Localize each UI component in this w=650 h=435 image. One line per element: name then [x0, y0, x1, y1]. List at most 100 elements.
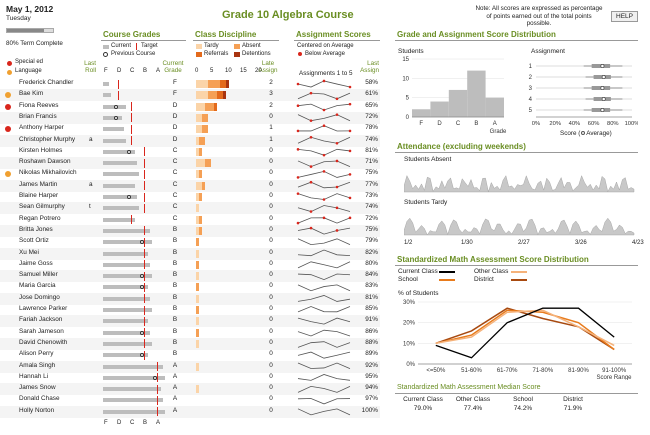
- table-row[interactable]: Sean Gilmurphy t C 0 74%: [0, 202, 380, 215]
- assignment-x-tick: 100%: [625, 121, 638, 127]
- last-roll: t: [89, 203, 91, 211]
- class-discipline-rule: [193, 40, 279, 41]
- last-assign: 89%: [365, 350, 378, 358]
- student-name: Xu Mei: [19, 248, 39, 256]
- table-row[interactable]: Jose Domingo B 0 81%: [0, 292, 380, 305]
- absent-swatch: [234, 44, 240, 49]
- assignment-sparkline: [297, 362, 351, 369]
- late-assign: 0: [269, 395, 273, 403]
- table-row[interactable]: Xu Mei B 0 82%: [0, 247, 380, 260]
- grade-axis-top-B: B: [143, 68, 148, 74]
- last-assign: 77%: [365, 180, 378, 188]
- below-average-point: [296, 221, 300, 225]
- legend-other-line: [511, 271, 527, 273]
- current-grade: D: [172, 112, 178, 120]
- centered-legend: Centered on Average: [297, 43, 354, 49]
- table-row[interactable]: Nikolas Mikhailovich C 0 75%: [0, 168, 380, 180]
- attendance-date-tick: 1/2: [404, 240, 413, 246]
- discipline-bar: [196, 125, 202, 134]
- legend-current-line: [439, 271, 455, 273]
- grade-axis-bottom-B: B: [143, 420, 148, 426]
- table-row[interactable]: Bae Kim F 3 61%: [0, 89, 380, 102]
- grade-target: [118, 79, 120, 89]
- current-grade: B: [172, 282, 178, 290]
- last-roll-header-1: Last: [84, 60, 96, 67]
- special-ed-dot: [7, 61, 12, 66]
- grade-bar: [103, 296, 150, 301]
- table-row[interactable]: Jaime Goss B 0 80%: [0, 259, 380, 271]
- table-row[interactable]: Blaine Harper C 0 73%: [0, 191, 380, 203]
- assignment-sparkline: [297, 329, 351, 337]
- discipline-tick-5: 5: [210, 68, 214, 74]
- table-row[interactable]: Donald Chase A 0 97%: [0, 394, 380, 406]
- tardy-area-chart: [404, 217, 635, 236]
- table-row[interactable]: James Snow A 0 94%: [0, 383, 380, 396]
- table-row[interactable]: Frederick Chandler F 2 58%: [0, 78, 380, 90]
- current-grade: F: [173, 90, 177, 98]
- help-button[interactable]: HELP: [611, 11, 638, 22]
- avg-label: Average): [586, 130, 612, 137]
- grade-bar: [103, 330, 150, 335]
- avg-icon: [581, 131, 586, 135]
- below-average-point: [322, 153, 326, 157]
- table-row[interactable]: David Chenowith B 0 88%: [0, 337, 380, 350]
- discipline-bar: [199, 147, 202, 156]
- table-row[interactable]: Britta Jones B 0 75%: [0, 224, 380, 237]
- discipline-tick-10: 10: [225, 68, 232, 74]
- grade-target: [144, 260, 146, 270]
- attendance-area: [404, 217, 635, 236]
- table-row[interactable]: Brian Francis D 0 72%: [0, 111, 380, 124]
- table-row[interactable]: Christopher Murphy a D 1 74%: [0, 134, 380, 147]
- table-row[interactable]: Regan Potrero C 0 72%: [0, 214, 380, 226]
- current-grade-header-1: Current: [162, 60, 184, 67]
- math-y-tick: 0%: [406, 362, 415, 368]
- discipline-bar: [196, 283, 199, 292]
- table-row[interactable]: Maria Garcia B 0 83%: [0, 281, 380, 293]
- grade-bar: [103, 375, 165, 380]
- distribution-header: Grade and Assignment Score Distribution: [397, 30, 556, 39]
- table-row[interactable]: Anthony Harper D 1 78%: [0, 123, 380, 135]
- current-grade-header-2: Grade: [164, 67, 182, 74]
- discipline-bar: [202, 125, 208, 134]
- table-row[interactable]: Amala Singh A 0 92%: [0, 360, 380, 373]
- table-row[interactable]: Fiona Reeves D 2 65%: [0, 101, 380, 113]
- table-row[interactable]: Scott Ortiz B 0 79%: [0, 236, 380, 248]
- table-row[interactable]: Lawrence Parker B 0 85%: [0, 304, 380, 316]
- assignment-sparkline: [297, 273, 351, 281]
- last-assign: 83%: [365, 282, 378, 290]
- below-average-point: [335, 229, 339, 232]
- student-name: Fariah Jackson: [19, 316, 63, 324]
- below-dot: [298, 52, 302, 56]
- grade-bar: [103, 240, 152, 245]
- table-row[interactable]: Samuel Miller B 0 84%: [0, 270, 380, 283]
- discipline-bar: [196, 328, 199, 337]
- table-row[interactable]: Alison Perry B 0 89%: [0, 349, 380, 361]
- late-assign: 0: [269, 338, 273, 346]
- table-row[interactable]: Fariah Jackson B 0 91%: [0, 315, 380, 328]
- current-grade: B: [172, 259, 178, 267]
- last-assign: 85%: [365, 305, 378, 312]
- late-assign: 0: [269, 225, 273, 233]
- table-row[interactable]: Holly Norton A 0 100%: [0, 405, 380, 418]
- student-name: Brian Francis: [19, 112, 57, 120]
- table-row[interactable]: Kirsten Holmes C 0 81%: [0, 146, 380, 158]
- student-name: Lawrence Parker: [19, 305, 68, 312]
- table-row[interactable]: James Martin a C 0 77%: [0, 179, 380, 192]
- current-grade: B: [172, 316, 178, 324]
- table-row[interactable]: Roshawn Dawson C 0 71%: [0, 157, 380, 170]
- assignment-sparkline: [297, 261, 351, 269]
- discipline-bar: [196, 193, 199, 201]
- table-row[interactable]: Sarah Jameson B 0 86%: [0, 327, 380, 339]
- median-value: 71.9%: [563, 405, 583, 412]
- discipline-bar: [196, 102, 205, 111]
- math-x-label: Score Range: [596, 375, 632, 380]
- discipline-bar: [196, 272, 199, 281]
- current-grade: B: [172, 327, 178, 335]
- table-row[interactable]: Hannah Li A 0 95%: [0, 372, 380, 384]
- last-assign: 82%: [365, 248, 378, 256]
- current-grade: B: [172, 305, 178, 312]
- assignment-sparklines: [296, 79, 352, 416]
- below-average-point: [348, 173, 352, 176]
- note-text: Note: All scores are expressed as percen…: [475, 5, 603, 27]
- below-average-point: [348, 149, 352, 153]
